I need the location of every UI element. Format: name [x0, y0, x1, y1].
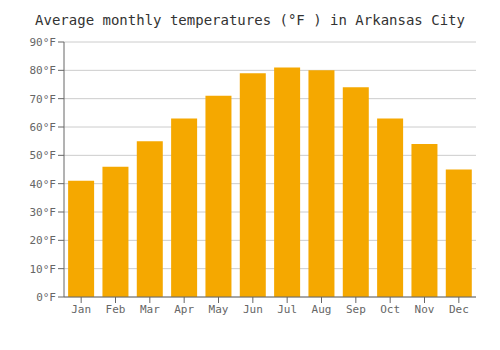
svg-text:May: May [209, 303, 229, 316]
svg-text:Dec: Dec [449, 303, 469, 316]
svg-text:10°F: 10°F [30, 263, 57, 276]
svg-text:Apr: Apr [174, 303, 194, 316]
svg-text:Jun: Jun [243, 303, 263, 316]
svg-text:50°F: 50°F [30, 149, 57, 162]
svg-text:0°F: 0°F [36, 291, 56, 304]
svg-text:Oct: Oct [380, 303, 400, 316]
svg-text:70°F: 70°F [30, 93, 57, 106]
svg-text:Jul: Jul [277, 303, 297, 316]
svg-text:Nov: Nov [415, 303, 435, 316]
svg-text:90°F: 90°F [30, 36, 57, 49]
svg-text:Aug: Aug [312, 303, 332, 316]
svg-text:40°F: 40°F [30, 178, 57, 191]
svg-text:Sep: Sep [346, 303, 366, 316]
svg-text:30°F: 30°F [30, 206, 57, 219]
svg-text:80°F: 80°F [30, 64, 57, 77]
svg-text:Feb: Feb [106, 303, 126, 316]
svg-text:20°F: 20°F [30, 234, 57, 247]
html-text:Average monthly temperatures (: Average monthly temperatures (°F ) in Ar… [35, 12, 465, 28]
svg-text:Mar: Mar [140, 303, 160, 316]
svg-text:Jan: Jan [71, 303, 91, 316]
svg-text:60°F: 60°F [30, 121, 57, 134]
